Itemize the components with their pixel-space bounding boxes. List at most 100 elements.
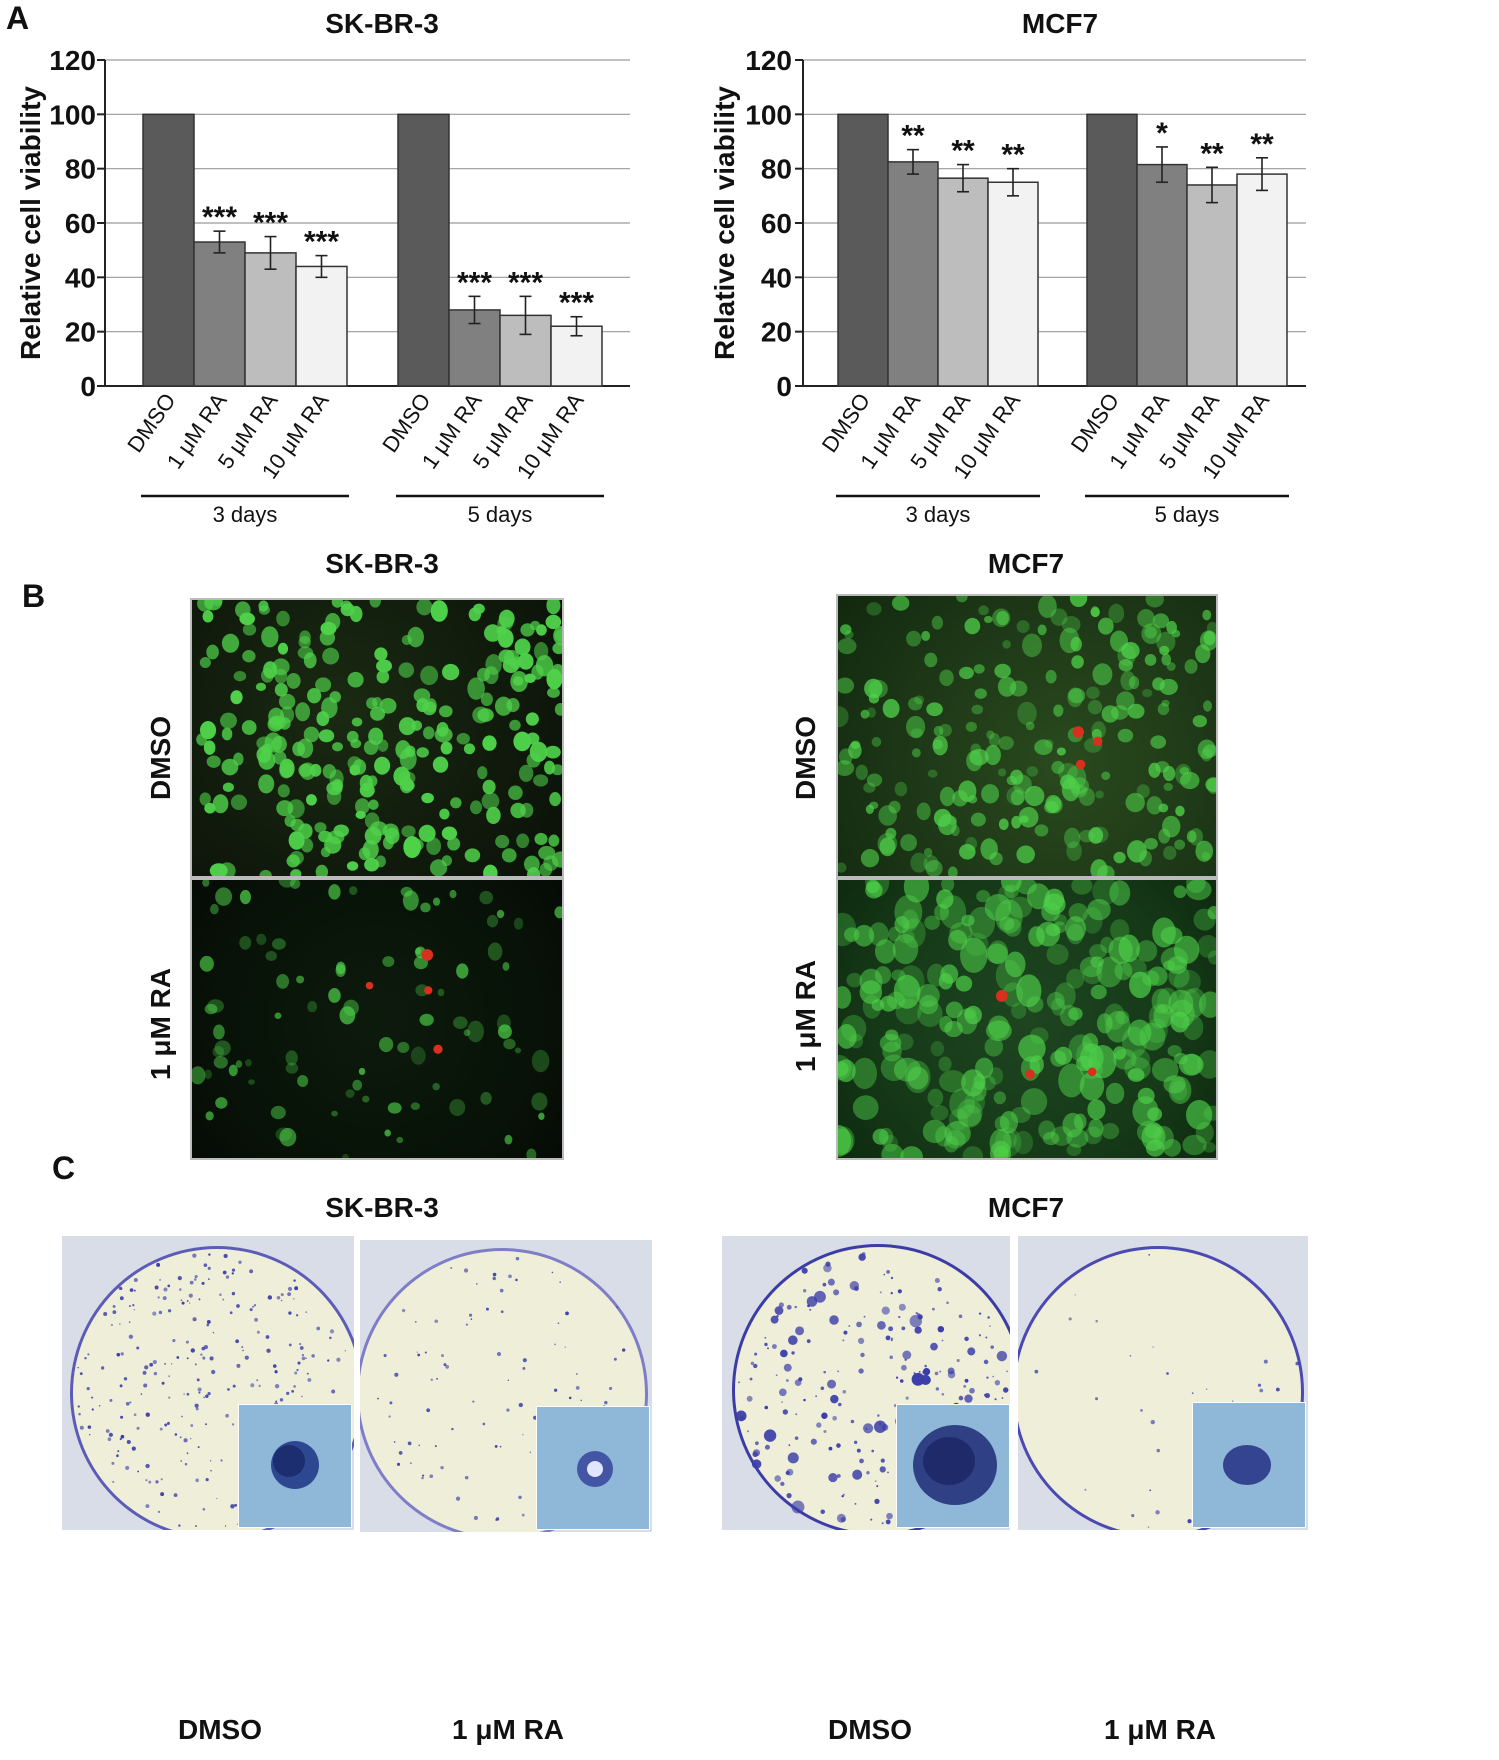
colony: [616, 1306, 619, 1309]
cell: [1068, 1007, 1083, 1021]
cell: [376, 670, 390, 684]
colony: [828, 1446, 833, 1451]
cell: [871, 736, 882, 747]
colony: [79, 1425, 84, 1430]
cell: [1128, 676, 1140, 690]
colony: [186, 1300, 189, 1302]
cell: [375, 855, 386, 868]
colony: [144, 1365, 149, 1370]
colony: [307, 1378, 312, 1382]
cell: [1096, 1013, 1113, 1034]
cell: [914, 695, 925, 705]
cell: [1026, 883, 1051, 910]
colony: [120, 1415, 124, 1419]
cell: [196, 733, 208, 746]
cell: [968, 906, 996, 940]
cell: [1066, 1128, 1089, 1148]
colony: [1147, 1526, 1150, 1528]
cell: [362, 839, 379, 860]
colony: [118, 1286, 123, 1291]
colony: [963, 1384, 967, 1388]
cell: [349, 605, 363, 623]
colony: [751, 1459, 762, 1469]
colony: [166, 1421, 170, 1425]
cell: [949, 1088, 976, 1120]
significance-label: ***: [253, 207, 288, 240]
cell: [1000, 880, 1022, 893]
cell: [358, 1067, 366, 1076]
cell: [998, 818, 1009, 831]
cell: [376, 659, 392, 673]
cell: [480, 1091, 492, 1105]
cell: [547, 687, 560, 698]
colony: [293, 1385, 296, 1388]
cell: [1122, 1026, 1147, 1059]
cell: [1087, 1099, 1106, 1120]
colony: [985, 1336, 988, 1339]
colony: [189, 1437, 192, 1440]
dead-cell: [424, 986, 433, 995]
colony: [763, 1429, 777, 1442]
y-tick-label: 40: [65, 262, 96, 293]
cell: [838, 760, 855, 776]
micrograph-mcf-ra: [836, 878, 1218, 1160]
cell: [510, 802, 526, 819]
colony: [853, 1440, 858, 1445]
colony: [152, 1359, 157, 1365]
cell: [923, 847, 933, 858]
colony: [889, 1355, 894, 1360]
colony: [828, 1472, 838, 1483]
colony: [918, 1371, 921, 1373]
cell: [495, 834, 510, 849]
cell: [202, 610, 214, 623]
colony: [299, 1346, 304, 1350]
colony: [421, 1474, 425, 1477]
colony: [149, 1362, 154, 1367]
cell: [1162, 765, 1176, 782]
colony: [145, 1412, 150, 1417]
cell: [440, 741, 453, 755]
colony: [465, 1323, 469, 1326]
cell: [322, 647, 340, 665]
colony: [231, 1268, 236, 1272]
cell: [1078, 787, 1095, 806]
cell: [852, 1057, 878, 1090]
cell: [364, 812, 380, 830]
colony: [194, 1403, 199, 1408]
colony: [440, 1465, 444, 1470]
cell: [1069, 596, 1088, 608]
cell: [989, 852, 1003, 866]
cell: [1079, 1071, 1105, 1101]
cell: [1163, 1075, 1186, 1094]
colony: [795, 1326, 805, 1336]
cell: [1066, 968, 1085, 989]
chart-mcf: 0 20 40 60 80 100 120 Relative cell viability DM…: [700, 40, 1480, 580]
colony: [781, 1401, 783, 1403]
colony: [163, 1287, 168, 1292]
cell: [957, 1104, 982, 1128]
cell: [1016, 620, 1030, 634]
cell: [900, 1146, 923, 1158]
colony: [507, 1379, 510, 1381]
cell: [239, 612, 255, 626]
colony: [764, 1342, 768, 1347]
colony: [814, 1290, 826, 1303]
colony: [470, 1318, 473, 1320]
colony: [173, 1493, 178, 1498]
cell: [1152, 613, 1170, 629]
colony: [827, 1278, 835, 1286]
colony: [236, 1304, 240, 1308]
colony: [336, 1357, 341, 1362]
colony: [764, 1336, 767, 1339]
colony: [286, 1391, 290, 1396]
colony: [1166, 1372, 1169, 1375]
colony: [842, 1389, 847, 1394]
colony: [885, 1335, 891, 1341]
cell: [862, 994, 882, 1019]
colony: [171, 1363, 173, 1365]
cell: [429, 859, 448, 876]
cell: [1079, 956, 1103, 978]
cell: [1026, 996, 1044, 1013]
colony: [207, 1392, 211, 1396]
cell: [319, 629, 335, 646]
